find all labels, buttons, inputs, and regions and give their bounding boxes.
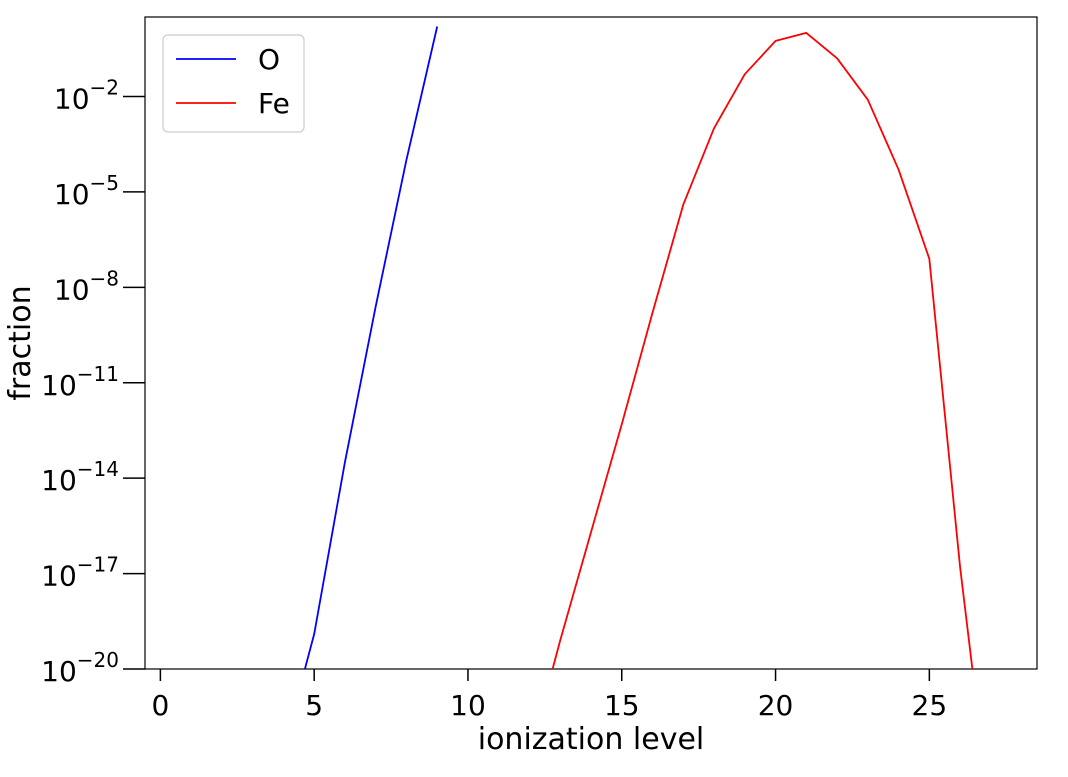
legend: O Fe [162, 34, 305, 133]
x-tick-label: 0 [151, 689, 169, 722]
y-tick-label: 10−8 [54, 266, 119, 306]
y-tick-label: 10−11 [41, 362, 119, 402]
x-axis-ticks: 0 5 10 15 20 25 [151, 669, 947, 722]
x-tick-label: 20 [758, 689, 794, 722]
y-tick-power: −2 [90, 76, 119, 100]
x-tick-label: 15 [604, 689, 640, 722]
series-line-o [304, 26, 439, 670]
y-tick-base: 10 [41, 560, 77, 593]
y-tick-label: 10−5 [54, 171, 119, 211]
y-tick-power: −20 [77, 648, 119, 672]
series-line-fe [551, 32, 974, 670]
y-tick-power: −8 [90, 266, 119, 290]
y-tick-base: 10 [54, 273, 90, 306]
y-tick-power: −14 [77, 457, 119, 481]
y-tick-base: 10 [41, 369, 77, 402]
series-lines [304, 26, 974, 670]
y-tick-base: 10 [54, 83, 90, 116]
x-tick-label: 25 [912, 689, 948, 722]
x-tick-label: 10 [450, 689, 486, 722]
y-tick-base: 10 [41, 655, 77, 688]
x-axis-label: ionization level [478, 722, 705, 757]
y-tick-power: −17 [77, 553, 119, 577]
y-tick-label: 10−14 [41, 457, 119, 497]
y-tick-power: −5 [90, 171, 119, 195]
y-tick-power: −11 [77, 362, 119, 386]
legend-label-fe: Fe [258, 87, 290, 120]
legend-label-o: O [258, 43, 280, 76]
y-tick-label: 10−17 [41, 553, 119, 593]
y-tick-label: 10−2 [54, 76, 119, 116]
y-tick-base: 10 [54, 178, 90, 211]
x-tick-label: 5 [305, 689, 323, 722]
y-axis-label: fraction [3, 285, 38, 400]
y-tick-label: 10−20 [41, 648, 119, 688]
y-tick-base: 10 [41, 464, 77, 497]
